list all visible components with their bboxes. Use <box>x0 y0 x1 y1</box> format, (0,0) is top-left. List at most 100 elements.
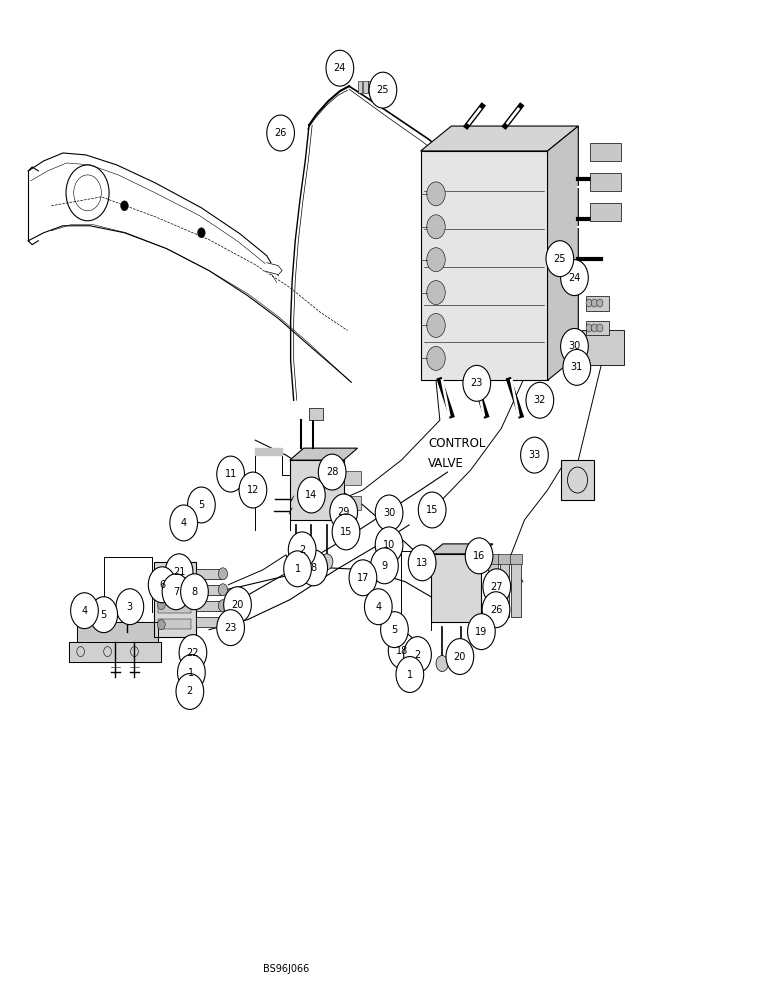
Circle shape <box>591 324 598 332</box>
Text: 5: 5 <box>100 610 107 620</box>
Circle shape <box>297 477 325 513</box>
FancyBboxPatch shape <box>498 554 510 564</box>
Text: 22: 22 <box>187 648 199 658</box>
Text: 6: 6 <box>159 580 165 590</box>
FancyBboxPatch shape <box>590 203 621 221</box>
Circle shape <box>427 346 445 370</box>
Text: 23: 23 <box>471 378 483 388</box>
FancyBboxPatch shape <box>196 585 221 595</box>
Circle shape <box>427 281 445 305</box>
FancyBboxPatch shape <box>344 471 361 485</box>
FancyBboxPatch shape <box>157 603 191 613</box>
Circle shape <box>157 620 165 630</box>
Circle shape <box>181 574 208 610</box>
Circle shape <box>526 382 554 418</box>
Circle shape <box>427 182 445 206</box>
FancyBboxPatch shape <box>157 571 191 581</box>
FancyBboxPatch shape <box>561 460 594 500</box>
Circle shape <box>597 324 603 332</box>
Circle shape <box>455 656 468 672</box>
Circle shape <box>217 456 245 492</box>
Circle shape <box>224 587 252 623</box>
Circle shape <box>188 487 215 523</box>
Circle shape <box>427 248 445 272</box>
Text: 8: 8 <box>310 563 317 573</box>
Circle shape <box>70 593 98 629</box>
Circle shape <box>563 349 591 385</box>
Circle shape <box>381 612 408 648</box>
FancyBboxPatch shape <box>586 321 609 335</box>
Circle shape <box>290 554 302 570</box>
FancyBboxPatch shape <box>196 617 221 627</box>
Circle shape <box>586 324 592 332</box>
Circle shape <box>217 610 245 646</box>
FancyBboxPatch shape <box>489 562 497 617</box>
Text: 2: 2 <box>415 650 421 660</box>
Text: 13: 13 <box>416 558 428 568</box>
Circle shape <box>176 674 204 709</box>
Circle shape <box>283 551 311 587</box>
Circle shape <box>520 437 548 473</box>
Polygon shape <box>290 448 357 460</box>
Circle shape <box>320 554 333 570</box>
Text: 10: 10 <box>383 540 395 550</box>
Polygon shape <box>69 642 161 662</box>
Polygon shape <box>263 263 282 275</box>
Text: 21: 21 <box>173 567 185 577</box>
Polygon shape <box>256 448 282 455</box>
Circle shape <box>218 616 228 628</box>
Text: VALVE: VALVE <box>428 457 464 470</box>
Circle shape <box>546 241 574 277</box>
Text: 30: 30 <box>383 508 395 518</box>
Circle shape <box>427 215 445 239</box>
Text: 3: 3 <box>127 602 133 612</box>
FancyBboxPatch shape <box>511 562 520 617</box>
FancyBboxPatch shape <box>431 554 481 622</box>
Circle shape <box>446 639 474 675</box>
Text: 9: 9 <box>381 561 388 571</box>
FancyBboxPatch shape <box>499 562 509 617</box>
Circle shape <box>318 454 346 490</box>
Text: 19: 19 <box>476 627 487 637</box>
Circle shape <box>267 115 294 151</box>
Text: 26: 26 <box>274 128 287 138</box>
Text: 1: 1 <box>407 670 413 680</box>
FancyBboxPatch shape <box>357 81 362 93</box>
Circle shape <box>120 201 128 211</box>
FancyBboxPatch shape <box>344 496 361 510</box>
Text: 11: 11 <box>225 469 237 479</box>
Text: 7: 7 <box>173 587 179 597</box>
Polygon shape <box>421 126 578 151</box>
Circle shape <box>586 299 592 307</box>
Circle shape <box>218 600 228 612</box>
FancyBboxPatch shape <box>363 81 367 93</box>
FancyBboxPatch shape <box>368 81 373 93</box>
Text: 8: 8 <box>191 587 198 597</box>
Circle shape <box>591 299 598 307</box>
Circle shape <box>408 545 436 581</box>
FancyBboxPatch shape <box>196 569 221 579</box>
Circle shape <box>375 527 403 563</box>
Circle shape <box>218 568 228 580</box>
Text: 16: 16 <box>473 551 485 561</box>
FancyBboxPatch shape <box>196 601 221 611</box>
Circle shape <box>427 314 445 337</box>
FancyBboxPatch shape <box>590 173 621 191</box>
Text: 14: 14 <box>305 490 317 500</box>
Circle shape <box>239 472 267 508</box>
Circle shape <box>466 538 493 574</box>
Circle shape <box>179 635 207 671</box>
FancyBboxPatch shape <box>290 460 344 520</box>
Circle shape <box>178 655 205 690</box>
Text: 1: 1 <box>294 564 300 574</box>
Text: 29: 29 <box>337 507 350 517</box>
Text: 20: 20 <box>232 600 244 610</box>
FancyBboxPatch shape <box>590 143 621 161</box>
FancyBboxPatch shape <box>157 619 191 629</box>
Circle shape <box>482 592 510 628</box>
FancyBboxPatch shape <box>510 554 522 564</box>
Circle shape <box>388 633 416 669</box>
Text: 15: 15 <box>426 505 438 515</box>
Text: 4: 4 <box>375 602 381 612</box>
Circle shape <box>148 567 176 603</box>
